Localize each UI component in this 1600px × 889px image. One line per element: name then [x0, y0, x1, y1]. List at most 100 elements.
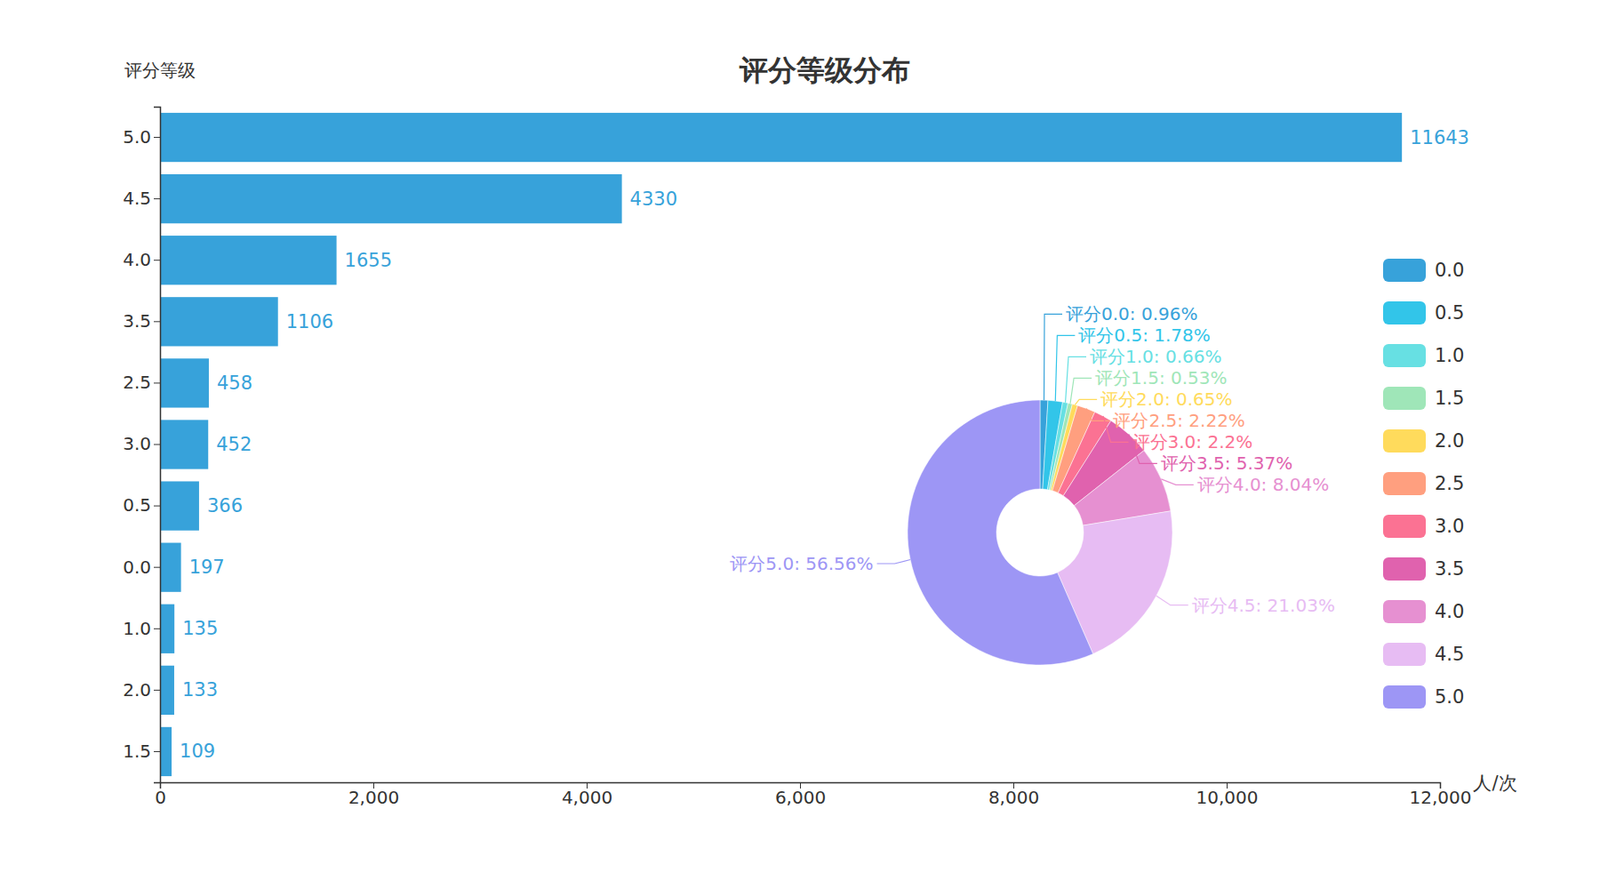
legend-label: 4.5	[1434, 643, 1464, 665]
tick-label: 3.5	[122, 310, 152, 332]
leader-line	[1086, 408, 1110, 421]
tick: 1.0	[122, 617, 160, 640]
bar	[160, 604, 175, 654]
chart-root: 评分等级分布1164343301655110645845236619713513…	[0, 0, 1600, 889]
data-labels: 评分0.0: 0.96%评分0.5: 1.78%评分1.0: 0.66%评分1.…	[729, 303, 1336, 616]
tick: 1.5	[122, 740, 160, 762]
bar	[160, 727, 172, 776]
tick-mark	[153, 751, 160, 752]
tick-label: 4,000	[561, 786, 613, 808]
legend-label: 3.5	[1434, 558, 1464, 580]
bar	[160, 358, 209, 408]
data-label: 109	[179, 740, 216, 762]
tick-label: 3.0	[122, 432, 152, 455]
tick: 0.5	[122, 494, 160, 516]
data-label: 4330	[630, 188, 678, 210]
data-label: 评分1.0: 0.66%	[1089, 345, 1222, 368]
bar	[160, 665, 175, 715]
data-label: 133	[182, 679, 218, 701]
leader-line	[1128, 433, 1158, 464]
bar-chart: 评分等级分布1164343301655110645845236619713513…	[122, 53, 1517, 808]
legend-swatch	[1383, 514, 1426, 538]
value-axis: 0 2,000 4,000 6,000 8,000 10,000 12,000	[154, 782, 1472, 808]
tick: 2.5	[122, 371, 160, 393]
data-label: 评分3.5: 5.37%	[1160, 452, 1293, 474]
legend-label: 0.5	[1434, 302, 1464, 324]
tick: 2.0	[122, 679, 160, 701]
axis-title: 评分等级	[124, 59, 196, 81]
leader-line	[1043, 313, 1063, 400]
tick-label: 1.5	[122, 740, 152, 762]
data-label: 评分4.5: 21.03%	[1192, 594, 1336, 616]
bars	[160, 112, 1402, 776]
tick: 6,000	[775, 782, 826, 808]
tick-mark	[153, 136, 160, 138]
tick-label: 4.5	[122, 187, 152, 209]
tick: 2,000	[348, 782, 400, 808]
legend-label: 1.5	[1434, 387, 1464, 409]
legend-swatch	[1383, 557, 1426, 581]
leader-line	[1160, 479, 1193, 486]
data-label: 评分5.0: 56.56%	[729, 552, 873, 575]
tick-mark	[153, 689, 160, 691]
tick-mark	[153, 444, 160, 446]
tick: 0.0	[122, 556, 160, 578]
pie-chart: 评分0.0: 0.96%评分0.5: 1.78%评分1.0: 0.66%评分1.…	[729, 258, 1464, 709]
data-label: 458	[216, 372, 253, 394]
tick: 4,000	[561, 782, 613, 808]
tick: 12,000	[1409, 782, 1472, 808]
tick-label: 8,000	[988, 786, 1040, 808]
leader-line	[1103, 416, 1129, 442]
tick: 3.5	[122, 310, 160, 332]
tick-label: 0	[154, 786, 167, 808]
tick-label: 2.5	[122, 371, 152, 393]
data-label: 评分0.0: 0.96%	[1065, 303, 1198, 325]
legend-swatch	[1383, 258, 1426, 282]
slice	[907, 400, 1094, 665]
data-label: 452	[216, 433, 252, 456]
tick-mark	[153, 567, 160, 568]
bar	[160, 235, 337, 285]
tick-mark	[153, 382, 160, 384]
legend: 0.00.51.01.52.02.53.03.54.04.55.0	[1383, 258, 1464, 709]
tick-label: 6,000	[775, 786, 826, 808]
tick-label: 5.0	[122, 126, 152, 148]
data-labels: 11643433016551106458452366197135133109	[179, 127, 1470, 763]
tick-mark	[153, 198, 160, 200]
tick-label: 0.0	[122, 556, 152, 578]
data-label: 1106	[286, 311, 334, 333]
legend-label: 0.0	[1434, 259, 1464, 281]
tick-mark	[153, 505, 160, 507]
axis-line	[153, 107, 161, 784]
legend-swatch	[1383, 472, 1426, 496]
legend-swatch	[1383, 386, 1426, 410]
legend-swatch	[1383, 685, 1426, 709]
leader-line	[1065, 356, 1087, 402]
legend-swatch	[1383, 429, 1426, 453]
axis-title: 人/次	[1472, 772, 1517, 794]
tick: 4.0	[122, 248, 160, 271]
bar	[160, 174, 623, 224]
legend-label: 5.0	[1434, 686, 1464, 708]
tick-label: 12,000	[1409, 786, 1472, 808]
bar	[160, 296, 279, 346]
tick-label: 0.5	[122, 494, 152, 516]
data-label: 评分3.0: 2.2%	[1132, 431, 1254, 453]
legend-swatch	[1383, 642, 1426, 666]
chart-title: 评分等级分布	[738, 53, 911, 88]
tick-mark	[153, 320, 160, 322]
legend-label: 1.0	[1434, 344, 1464, 367]
data-label: 1655	[344, 249, 392, 272]
data-label: 评分2.0: 0.65%	[1100, 388, 1232, 410]
data-label: 135	[182, 617, 218, 640]
data-label: 评分2.5: 2.22%	[1112, 409, 1245, 432]
tick: 8,000	[988, 782, 1040, 808]
bar	[160, 543, 182, 592]
data-label: 评分4.0: 8.04%	[1197, 473, 1329, 496]
legend-label: 2.5	[1434, 472, 1464, 495]
legend-swatch	[1383, 344, 1426, 368]
legend-swatch	[1383, 600, 1426, 624]
data-label: 评分1.5: 0.53%	[1095, 367, 1227, 389]
tick-label: 2,000	[348, 786, 400, 808]
tick-label: 10,000	[1196, 786, 1259, 808]
